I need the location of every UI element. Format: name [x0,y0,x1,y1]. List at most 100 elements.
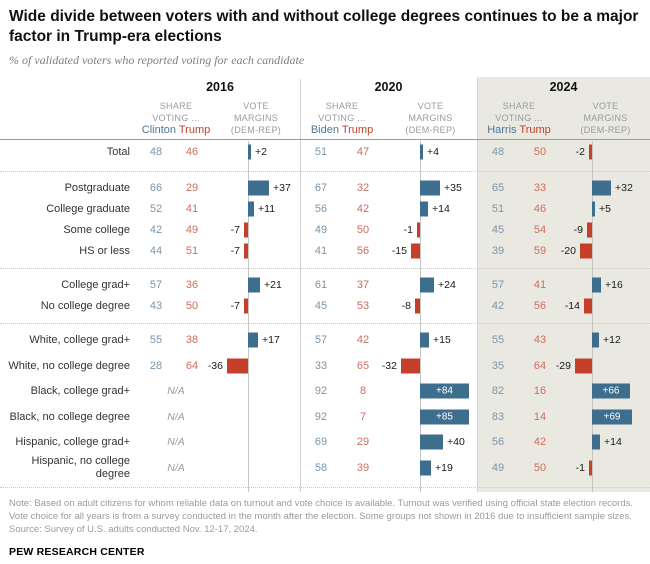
dem-share-value: 49 [491,461,505,474]
margin-bar [420,180,440,196]
margin-bar [420,332,429,348]
margin-value: -7 [230,224,240,237]
margin-value: +12 [603,334,621,347]
margin-label-line2: MARGINS [408,112,453,123]
rep-share-value: 41 [533,279,547,292]
margin-value: +37 [273,182,291,195]
rep-share-value: 50 [185,300,199,313]
dem-share-value: 44 [149,245,163,258]
margin-bar [589,460,592,476]
dem-share-value: 45 [491,224,505,237]
rep-share-value: 42 [533,436,547,449]
chart-title: Wide divide between voters with and with… [9,8,639,45]
margin-value: +19 [435,461,453,474]
margin-bar [244,222,248,238]
column-separator-2020-2024 [477,78,478,492]
table-row: White, college grad+ 55 38 +17 57 42 +15 55 43 +1… [0,330,650,351]
margin-cell: -29 [556,351,650,381]
margin-cell: -32 [381,351,477,381]
margin-cell [212,402,300,432]
margin-label-line3: (DEM-REP) [405,124,456,135]
column-separator-2016-2020 [300,78,301,492]
margin-cell: +19 [384,453,477,483]
margin-bar [248,277,260,293]
rep-share-value: 16 [533,385,547,398]
rep-share-value: 46 [185,146,199,159]
margin-value: +40 [447,436,465,449]
dem-candidate-name: Biden [310,123,339,136]
margin-value: -9 [573,224,583,237]
dem-share-value: 57 [149,279,163,292]
row-label-spacer [0,79,140,136]
dem-share-value: 57 [314,334,328,347]
chart-subtitle: % of validated voters who reported votin… [9,52,305,67]
margin-bar [589,144,592,160]
margin-bar [420,277,434,293]
dem-share-value: 92 [314,385,328,398]
table-header: 2016 SHARE VOTING ... Clinton Trump VOTE MARG… [0,77,650,140]
margin-value: -36 [207,359,223,372]
dem-share-value: 58 [314,461,328,474]
rep-share-value: 42 [356,203,370,216]
group-divider [0,317,650,330]
dem-share-value: 41 [314,245,328,258]
dem-share-value: 42 [491,300,505,313]
row-label: Black, no college degree [9,410,130,423]
margin-cell: -20 [561,241,650,262]
zero-axis-2024 [592,140,593,492]
margin-bar [420,144,423,160]
year-label: 2016 [206,79,234,94]
header-row: 2016 SHARE VOTING ... Clinton Trump VOTE MARG… [0,79,650,136]
na-value: N/A [167,385,185,398]
rep-share-value: 64 [185,359,199,372]
margin-bar [415,298,420,314]
margin-cell: +5 [561,199,650,220]
dem-share-value: 45 [314,300,328,313]
year-subheader: SHARE VOTING ... Harris Trump VOTE MARGINS (D… [477,100,650,136]
margin-cell: -7 [212,296,300,317]
row-label: White, college grad+ [29,334,130,346]
vote-margins-header: VOTE MARGINS (DEM-REP) [384,100,477,136]
margin-bar [244,243,248,259]
margin-bar: +66 [592,383,630,399]
row-label: White, no college degree [8,359,130,372]
table-row: College graduate 52 41 +11 56 42 +14 51 46 +5 [0,199,650,220]
margin-value: -20 [560,245,576,258]
table-row: HS or less 44 51 -7 41 56 -15 39 59 -20 [0,241,650,262]
rep-candidate-name: Trump [341,123,374,136]
table-body: Total 48 46 +2 51 47 +4 48 50 -2 Postgraduate 66 29 +… [0,140,650,492]
margin-cell: -8 [384,296,477,317]
dem-share-value: 28 [149,359,163,372]
margin-value: -14 [564,300,580,313]
share-label-line1: SHARE [325,100,359,111]
margin-value: -32 [381,359,397,372]
margin-cell: +17 [212,330,300,351]
table-row: Black, college grad+ N/A 92 8 +84 82 16 +66 [0,381,650,402]
row-label: No college degree [40,300,130,312]
rep-share-value: 50 [533,146,547,159]
margin-value: +5 [599,203,611,216]
margin-bar [227,358,248,374]
row-label: College graduate [46,203,130,215]
rep-candidate-name: Trump [519,123,551,136]
margin-label-line1: VOTE [417,100,444,111]
margin-cell: +40 [384,432,477,453]
zero-axis-2020 [420,140,421,492]
margin-cell: +35 [384,178,477,199]
share-label-line1: SHARE [502,100,536,111]
margin-value: -29 [555,359,571,372]
row-label: Hispanic, no college degree [31,455,130,480]
margin-value: +21 [264,279,282,292]
dem-share-value: 66 [149,182,163,195]
candidate-names: Biden Trump [300,124,384,136]
row-label: Black, college grad+ [30,385,130,397]
group-divider [0,165,650,178]
margin-bar [248,180,269,196]
margin-label-line2: MARGINS [233,112,279,123]
group-divider [0,262,650,275]
margin-cell: +2 [212,140,300,165]
table-row: No college degree 43 50 -7 45 53 -8 42 56 -14 [0,296,650,317]
table-row: Black, no college degree N/A 92 7 +85 83 14 +69 [0,402,650,432]
table-row: Some college 42 49 -7 49 50 -1 45 54 -9 [0,220,650,241]
margin-value: +24 [438,279,456,292]
